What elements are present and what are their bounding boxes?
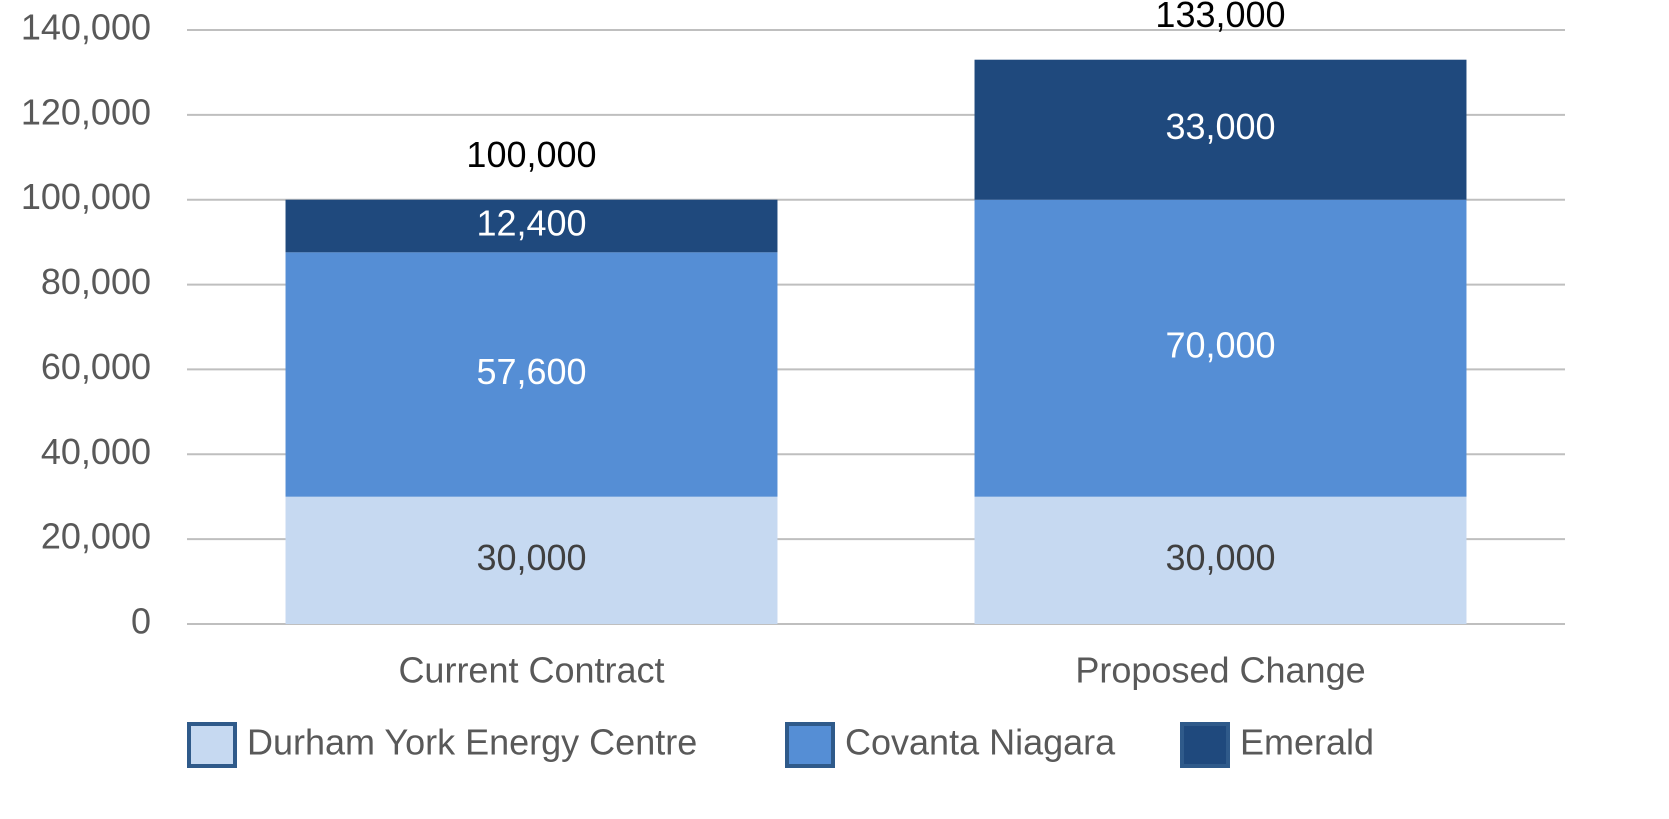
legend-label: Covanta Niagara	[845, 722, 1116, 763]
bar-segment	[974, 59, 1467, 200]
y-tick-label: 120,000	[21, 91, 151, 132]
y-tick-label: 20,000	[41, 516, 151, 557]
legend-swatch	[1180, 722, 1230, 768]
value-label: 33,000	[1165, 106, 1275, 147]
value-label: 70,000	[1165, 325, 1275, 366]
y-tick-label: 0	[131, 601, 151, 642]
bar-segment	[285, 252, 778, 497]
legend-label: Emerald	[1240, 722, 1374, 763]
bar-segment	[285, 199, 778, 253]
value-label: 12,400	[476, 203, 586, 244]
legend-swatch	[187, 722, 237, 768]
value-label: 57,600	[476, 351, 586, 392]
legend-label: Durham York Energy Centre	[247, 722, 697, 763]
y-tick-label: 80,000	[41, 261, 151, 302]
y-tick-label: 60,000	[41, 346, 151, 387]
x-tick-label: Proposed Change	[1075, 650, 1365, 691]
total-label: 100,000	[466, 134, 596, 175]
value-label: 30,000	[1165, 537, 1275, 578]
y-tick-label: 40,000	[41, 431, 151, 472]
bar-segment	[285, 496, 778, 624]
bar-segment	[974, 199, 1467, 497]
bar-segment	[974, 496, 1467, 624]
legend-swatch	[785, 722, 835, 768]
value-label: 30,000	[476, 537, 586, 578]
total-label: 133,000	[1155, 0, 1285, 35]
y-tick-label: 100,000	[21, 176, 151, 217]
x-tick-label: Current Contract	[398, 650, 664, 691]
y-tick-label: 140,000	[21, 7, 151, 48]
